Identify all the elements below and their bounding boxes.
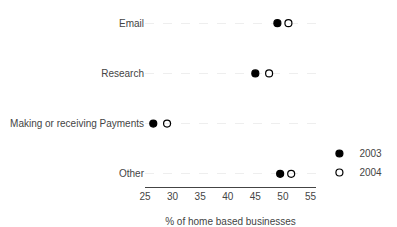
svg-text:50: 50 [277, 191, 289, 202]
svg-text:55: 55 [305, 191, 317, 202]
svg-text:% of home based businesses: % of home based businesses [165, 216, 296, 227]
svg-text:30: 30 [167, 191, 179, 202]
svg-text:Email: Email [119, 18, 144, 29]
svg-text:45: 45 [250, 191, 262, 202]
svg-text:2004: 2004 [359, 167, 382, 178]
svg-text:Making or receiving Payments: Making or receiving Payments [10, 118, 144, 129]
svg-text:40: 40 [222, 191, 234, 202]
svg-text:35: 35 [195, 191, 207, 202]
svg-text:Other: Other [119, 168, 145, 179]
svg-text:Research: Research [101, 68, 144, 79]
svg-text:2003: 2003 [359, 148, 382, 159]
svg-text:25: 25 [139, 191, 151, 202]
